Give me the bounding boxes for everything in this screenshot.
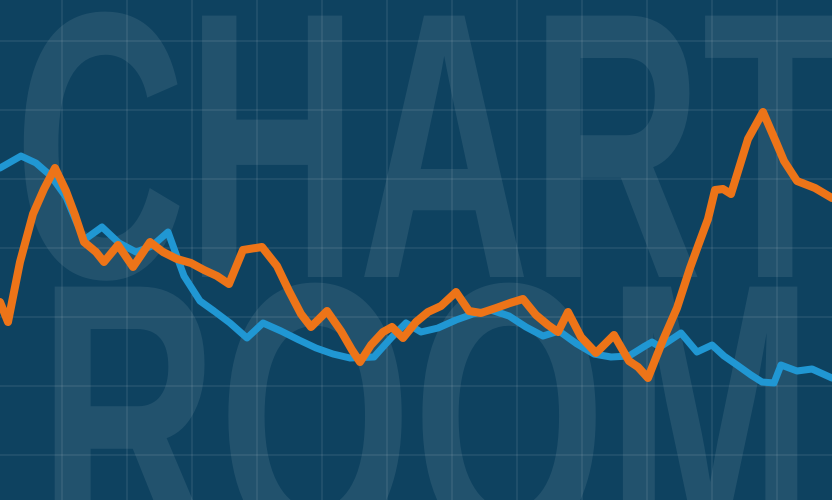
data-series-lines <box>0 108 832 387</box>
orange-line-series <box>0 108 832 382</box>
watermark-chart-text: CHART <box>14 0 832 358</box>
